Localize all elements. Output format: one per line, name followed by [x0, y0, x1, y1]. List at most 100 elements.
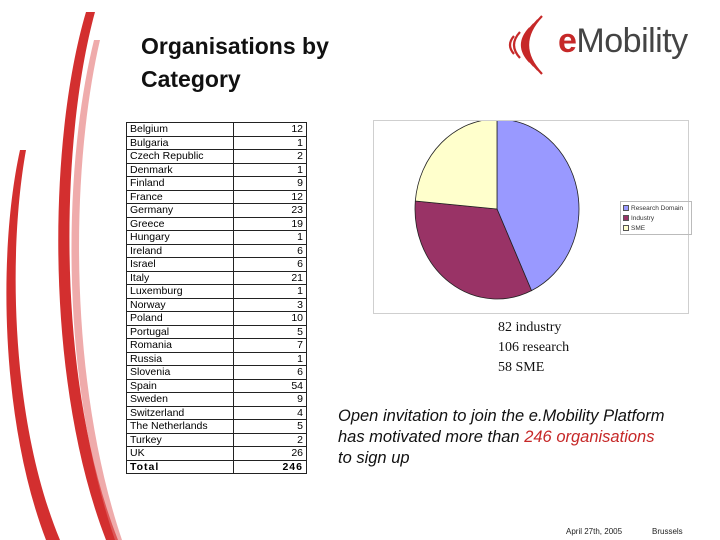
- logo-arcs-icon: [508, 15, 543, 75]
- legend-swatch: [623, 215, 629, 221]
- count-cell: 1: [233, 284, 307, 299]
- legend-swatch: [623, 225, 629, 231]
- total-row: Total 246: [126, 459, 307, 474]
- count-cell: 4: [233, 405, 307, 420]
- count-cell: 12: [233, 122, 307, 137]
- table-row: Turkey 2: [126, 432, 307, 447]
- table-row: Slovenia 6: [126, 365, 307, 380]
- footer-place: Brussels: [652, 527, 683, 536]
- count-cell: 6: [233, 365, 307, 380]
- count-cell: 3: [233, 297, 307, 312]
- count-cell: 1: [233, 135, 307, 150]
- table-row: Norway 3: [126, 297, 307, 312]
- country-cell: Bulgaria: [126, 135, 234, 150]
- decorative-swoosh: [6, 12, 122, 540]
- country-cell: Norway: [126, 297, 234, 312]
- logo-prefix: e: [558, 22, 577, 60]
- legend-label: Industry: [631, 214, 655, 222]
- country-cell: UK: [126, 446, 234, 461]
- count-cell: 2: [233, 432, 307, 447]
- count-cell: 6: [233, 257, 307, 272]
- footer-date: April 27th, 2005: [566, 527, 623, 536]
- count-cell: 54: [233, 378, 307, 393]
- table-row: Portugal 5: [126, 324, 307, 339]
- table-row: Israel 6: [126, 257, 307, 272]
- table-row: Denmark 1: [126, 162, 307, 177]
- count-cell: 1: [233, 230, 307, 245]
- pie-slice-industry: [414, 200, 533, 300]
- legend-swatch: [623, 205, 629, 211]
- table-row: UK 26: [126, 446, 307, 461]
- country-table: Belgium 12 Bulgaria 1 Czech Republic 2 Denmark…: [126, 122, 307, 474]
- table-row: Greece 19: [126, 216, 307, 231]
- table-row: Poland 10: [126, 311, 307, 326]
- country-cell: France: [126, 189, 234, 204]
- pie-chart-box: Research Domain Industry SME: [373, 118, 692, 314]
- table-row: Germany 23: [126, 203, 307, 218]
- table-row: Finland 9: [126, 176, 307, 191]
- count-cell: 6: [233, 243, 307, 258]
- country-cell: Portugal: [126, 324, 234, 339]
- page-title: Organisations by Category: [141, 30, 329, 96]
- count-cell: 2: [233, 149, 307, 164]
- invite-number: 246: [524, 428, 552, 446]
- country-cell: Italy: [126, 270, 234, 285]
- count-cell: 5: [233, 324, 307, 339]
- country-cell: Romania: [126, 338, 234, 353]
- count-cell: 19: [233, 216, 307, 231]
- country-cell: Greece: [126, 216, 234, 231]
- title-line-2: Category: [141, 66, 241, 92]
- invite-text-a: Open invitation to join the e.Mobility P…: [338, 407, 665, 446]
- note-industry: 82 industry: [498, 320, 562, 335]
- country-cell: Germany: [126, 203, 234, 218]
- invite-text-b: to sign up: [338, 449, 410, 467]
- table-row: Italy 21: [126, 270, 307, 285]
- note-research: 106 research: [498, 340, 570, 355]
- country-cell: Hungary: [126, 230, 234, 245]
- count-cell: 9: [233, 392, 307, 407]
- count-cell: 23: [233, 203, 307, 218]
- legend-entry: Research Domain: [623, 203, 689, 213]
- table-row: Romania 7: [126, 338, 307, 353]
- table-row: Spain 54: [126, 378, 307, 393]
- emobility-logo: eMobility: [500, 14, 705, 76]
- count-cell: 7: [233, 338, 307, 353]
- table-row: Sweden 9: [126, 392, 307, 407]
- country-cell: The Netherlands: [126, 419, 234, 434]
- country-cell: Spain: [126, 378, 234, 393]
- table-row: Belgium 12: [126, 122, 307, 137]
- table-row: Hungary 1: [126, 230, 307, 245]
- country-cell: Denmark: [126, 162, 234, 177]
- chart-legend: Research Domain Industry SME: [620, 201, 692, 235]
- table-row: Bulgaria 1: [126, 135, 307, 150]
- table-row: France 12: [126, 189, 307, 204]
- count-cell: 10: [233, 311, 307, 326]
- table-row: The Netherlands 5: [126, 419, 307, 434]
- country-cell: Turkey: [126, 432, 234, 447]
- note-sme: 58 SME: [498, 360, 545, 375]
- country-cell: Czech Republic: [126, 149, 234, 164]
- logo-rest: Mobility: [576, 22, 688, 60]
- pie-slice-research-domain: [496, 118, 580, 292]
- country-cell: Poland: [126, 311, 234, 326]
- table-row: Russia 1: [126, 351, 307, 366]
- count-cell: 9: [233, 176, 307, 191]
- count-cell: 5: [233, 419, 307, 434]
- country-cell: Finland: [126, 176, 234, 191]
- total-value: 246: [233, 459, 307, 474]
- count-cell: 26: [233, 446, 307, 461]
- table-row: Luxemburg 1: [126, 284, 307, 299]
- count-cell: 12: [233, 189, 307, 204]
- invitation-text: Open invitation to join the e.Mobility P…: [338, 406, 668, 469]
- table-row: Ireland 6: [126, 243, 307, 258]
- table-row: Switzerland 4: [126, 405, 307, 420]
- legend-entry: Industry: [623, 213, 689, 223]
- country-cell: Belgium: [126, 122, 234, 137]
- legend-label: SME: [631, 224, 646, 232]
- country-cell: Ireland: [126, 243, 234, 258]
- table-row: Czech Republic 2: [126, 149, 307, 164]
- count-cell: 21: [233, 270, 307, 285]
- category-notes: 82 industry 106 research 58 SME: [498, 318, 569, 378]
- country-cell: Luxemburg: [126, 284, 234, 299]
- country-cell: Switzerland: [126, 405, 234, 420]
